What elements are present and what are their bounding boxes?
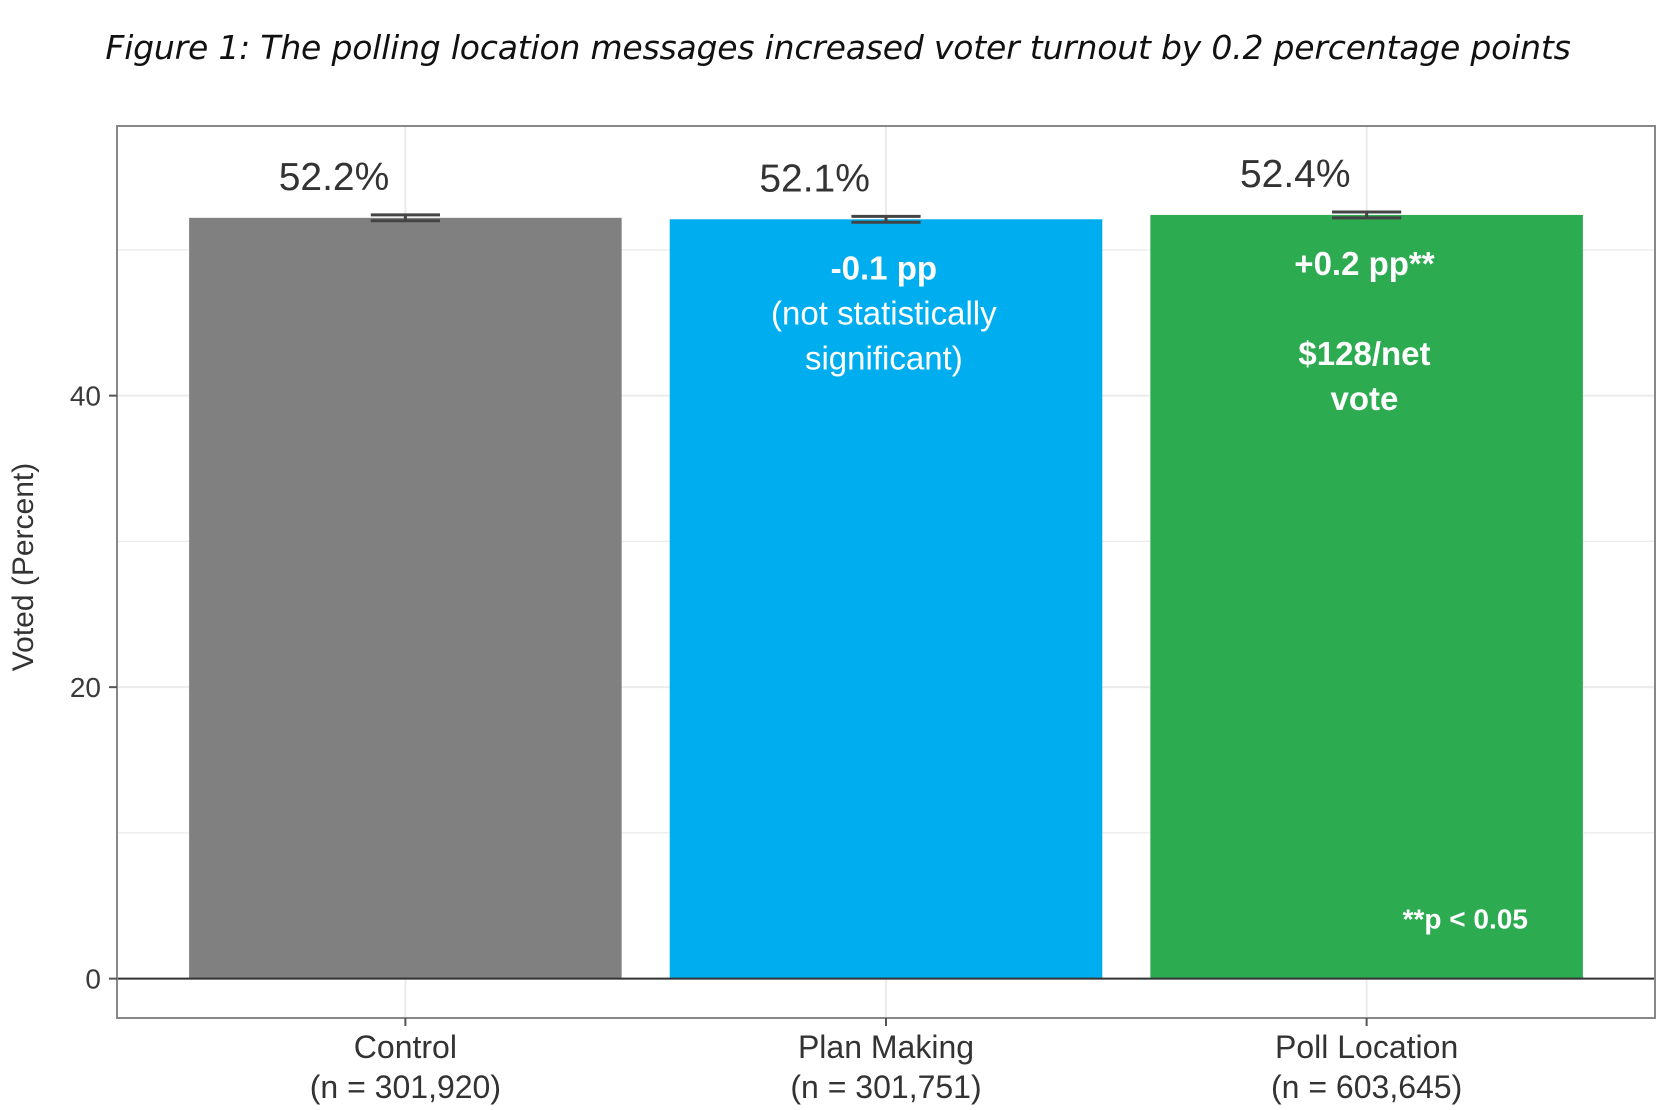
y-tick-label: 0 [85, 964, 101, 995]
bar-control [189, 217, 622, 979]
bar-poll-location [1150, 214, 1583, 979]
bar-plan-making [669, 219, 1103, 979]
bar-annotation: +0.2 pp** [1294, 245, 1434, 282]
x-tick-label: Control [354, 1029, 457, 1065]
bars [189, 210, 1583, 979]
figure-title: Figure 1: The polling location messages … [105, 28, 1571, 67]
bar-annotation: -0.1 pp [831, 249, 937, 286]
y-tick-label: 40 [70, 381, 101, 412]
x-tick-label-n: (n = 301,920) [310, 1069, 501, 1105]
x-tick-label: Plan Making [798, 1029, 974, 1065]
x-tick-label-n: (n = 603,645) [1271, 1069, 1462, 1105]
y-axis-label: Voted (Percent) [7, 463, 40, 671]
value-label: 52.1% [759, 157, 870, 200]
bar-annotation: (not statistically [771, 294, 997, 331]
value-label: 52.4% [1240, 153, 1351, 196]
value-label: 52.2% [279, 156, 390, 199]
y-tick-label: 20 [70, 672, 101, 703]
bar-annotation: vote [1331, 380, 1399, 417]
labels: 52.2% Control (n = 301,920) 52.1% -0.1 pp (no… [7, 153, 1528, 1105]
bar-annotation: $128/net [1298, 335, 1430, 372]
footnote: **p < 0.05 [1403, 904, 1528, 935]
x-tick-label: Poll Location [1275, 1029, 1458, 1065]
axes [109, 125, 1656, 1026]
bar-annotation: significant) [805, 339, 963, 376]
x-tick-label-n: (n = 301,751) [790, 1069, 981, 1105]
